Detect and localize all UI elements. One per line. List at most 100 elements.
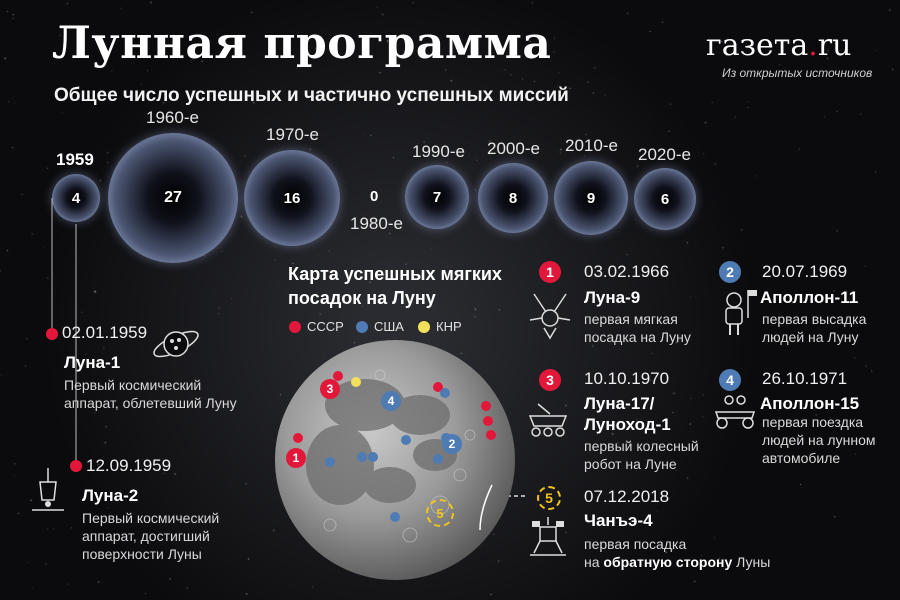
site-ussr <box>486 430 496 440</box>
landing4-desc-line2: людей на лунном <box>762 432 876 448</box>
moon-marker-2: 2 <box>442 434 462 454</box>
map-title-line1: Карта успешных мягких <box>288 264 502 284</box>
site-china <box>351 377 361 387</box>
luna2-desc-line2: аппарат, достигший <box>82 528 210 544</box>
landing3-date: 10.10.1970 <box>584 369 670 388</box>
landing2-name: Аполлон-11 <box>760 288 859 307</box>
map-title-line2: посадок на Луну <box>288 288 436 308</box>
decade-bubble-1959: 4 <box>52 174 100 222</box>
landing3-badge: 3 <box>539 369 561 391</box>
decade-label-1970s: 1970-е <box>266 125 319 144</box>
landing4-name: Аполлон-15 <box>760 394 860 413</box>
luna1-desc: Первый космический аппарат, облетевший Л… <box>64 376 237 412</box>
legend-label-usa: США <box>374 319 404 334</box>
luna9-lander-icon <box>529 293 571 340</box>
site-ussr <box>433 382 443 392</box>
brand-tld: ru <box>817 28 852 63</box>
landing1-desc-line2: посадка на Луну <box>584 329 691 345</box>
landing2-desc-line1: первая высадка <box>762 311 867 327</box>
legend-dot-usa <box>356 321 368 333</box>
site-ussr <box>483 416 493 426</box>
luna1-name: Луна-1 <box>64 353 121 372</box>
page-subtitle: Общее число успешных и частично успешных… <box>54 85 569 106</box>
map-title: Карта успешных мягких посадок на Луну <box>288 262 538 310</box>
decade-bubble-2020s: 6 <box>634 168 696 230</box>
landing2-badge: 2 <box>719 261 741 283</box>
decade-bubble-2000s: 8 <box>478 163 548 233</box>
luna1-marker <box>46 328 58 340</box>
page-title: Лунная программа <box>52 18 552 69</box>
decade-label-1980s: 1980-е <box>350 214 403 233</box>
landing1-desc-line1: первая мягкая <box>584 311 678 327</box>
decade-label-1960s: 1960-е <box>146 108 199 127</box>
luna2-desc-line1: Первый космический <box>82 510 220 526</box>
landing4-desc-line1: первая поездка <box>762 414 864 430</box>
moon-map <box>275 340 515 580</box>
moon-marker-4: 4 <box>381 391 401 411</box>
luna1-date: 02.01.1959 <box>62 323 148 342</box>
decade-bubble-1970s: 16 <box>244 150 340 246</box>
site-usa <box>401 435 411 445</box>
landing4-date: 26.10.1971 <box>762 369 848 388</box>
site-usa <box>325 457 335 467</box>
luna2-date: 12.09.1959 <box>86 456 172 475</box>
landing1-badge: 1 <box>539 261 561 283</box>
luna2-marker <box>70 460 82 472</box>
legend-label-ussr: СССР <box>307 319 344 334</box>
luna2-desc: Первый космический аппарат, достигший по… <box>82 509 219 563</box>
luna2-desc-line3: поверхности Луны <box>82 546 202 562</box>
decade-bubble-1960s: 27 <box>108 133 238 263</box>
brand-dot: . <box>808 28 818 63</box>
landing4-desc-line3: автомобиле <box>762 450 841 466</box>
landing2-desc-line2: людей на Луну <box>762 329 859 345</box>
landing5-desc-bold: обратную сторону <box>603 554 733 570</box>
landing5-name: Чанъэ-4 <box>584 511 653 530</box>
site-ussr <box>481 401 491 411</box>
lunar-rover-icon <box>714 395 756 429</box>
landing5-badge: 5 <box>537 486 561 510</box>
site-usa <box>390 512 400 522</box>
legend-dot-china <box>418 321 430 333</box>
moon-marker-3: 3 <box>320 379 340 399</box>
decade-label-2000s: 2000-е <box>487 139 540 158</box>
landing4-desc: первая поездка людей на лунном автомобил… <box>762 413 875 467</box>
landing5-desc-line1: первая посадка <box>584 536 687 552</box>
site-usa <box>440 388 450 398</box>
site-ussr <box>333 371 343 381</box>
decade-label-1959: 1959 <box>56 150 94 169</box>
luna1-desc-line2: аппарат, облетевший Луну <box>64 395 237 411</box>
far-side-edge <box>479 484 493 531</box>
decade-count-1980s: 0 <box>370 188 379 205</box>
landing3-desc-line1: первый колесный <box>584 438 699 454</box>
landing3-name1: Луна-17/ <box>584 394 655 413</box>
source-note: Из открытых источников <box>722 66 873 80</box>
landing3-desc-line2: робот на Луне <box>584 456 677 472</box>
landing5-desc-line2: на обратную сторону Луны <box>584 553 770 571</box>
landing2-desc: первая высадка людей на Луну <box>762 310 866 346</box>
site-usa <box>357 452 367 462</box>
landing2-date: 20.07.1969 <box>762 262 848 281</box>
landing5-desc-pre: на <box>584 554 604 570</box>
luna1-probe-icon <box>153 330 199 358</box>
change4-lander-icon <box>530 517 566 556</box>
brand-logo: газета.ru <box>706 28 851 63</box>
decade-bubble-1990s: 7 <box>405 165 469 229</box>
brand-name: газета <box>706 28 809 63</box>
luna1-desc-line1: Первый космический <box>64 377 202 393</box>
landing3-desc: первый колесный робот на Луне <box>584 437 699 473</box>
landing1-desc: первая мягкая посадка на Луну <box>584 310 691 346</box>
decade-label-1990s: 1990-е <box>412 142 465 161</box>
landing5-desc: первая посадка на обратную сторону Луны <box>584 535 770 571</box>
landing4-badge: 4 <box>719 369 741 391</box>
legend-label-china: КНР <box>436 319 462 334</box>
luna2-name: Луна-2 <box>82 486 139 505</box>
site-ussr <box>293 433 303 443</box>
moon-marker-1: 1 <box>286 448 306 468</box>
decade-label-2020s: 2020-е <box>638 145 691 164</box>
landing1-date: 03.02.1966 <box>584 262 670 281</box>
landing3-name2: Луноход-1 <box>584 415 671 434</box>
luna2-probe-icon <box>32 468 64 511</box>
landing1-name: Луна-9 <box>584 288 641 307</box>
astronaut-icon <box>725 290 757 335</box>
legend-dot-ussr <box>289 321 301 333</box>
